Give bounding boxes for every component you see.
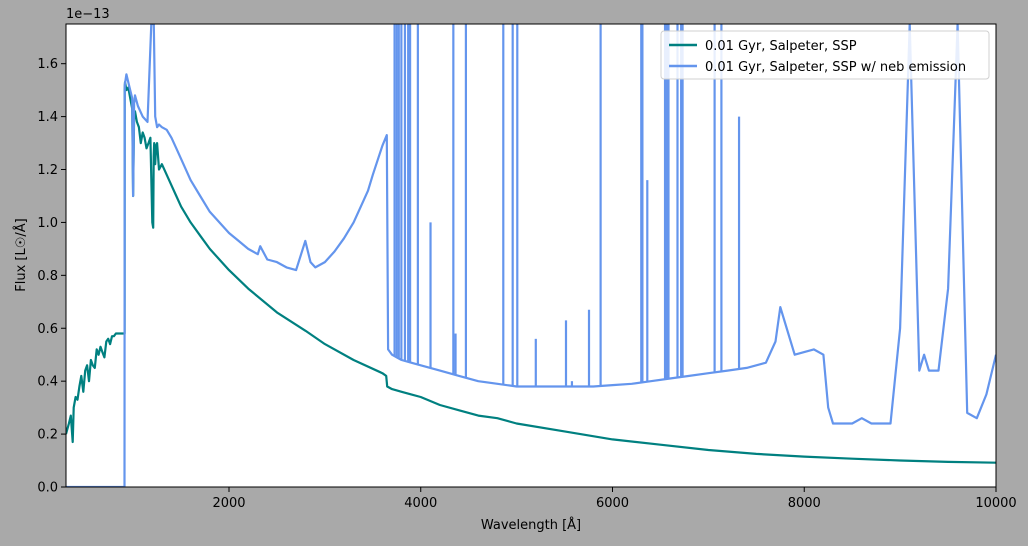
x-tick-label: 2000: [212, 496, 245, 511]
x-axis-label: Wavelength [Å]: [481, 517, 581, 533]
y-tick-label: 1.6: [37, 57, 58, 72]
legend-label-ssp-neb: 0.01 Gyr, Salpeter, SSP w/ neb emission: [705, 60, 966, 75]
x-tick-label: 4000: [404, 496, 437, 511]
x-tick-label: 10000: [975, 496, 1016, 511]
y-tick-label: 0.2: [37, 428, 58, 443]
y-tick-label: 1.0: [37, 216, 58, 231]
legend: 0.01 Gyr, Salpeter, SSP 0.01 Gyr, Salpet…: [660, 30, 990, 80]
series-line-0: [66, 81, 996, 464]
y-axis-ticks: 0.0 0.2 0.4 0.6 0.8 1.0 1.2 1.4 1.6: [37, 57, 66, 496]
legend-box: [660, 30, 990, 80]
y-tick-label: 0.8: [37, 269, 58, 284]
series-line-1: [66, 24, 996, 487]
x-tick-label: 6000: [596, 496, 629, 511]
series-layer: [66, 24, 996, 487]
y-tick-label: 0.6: [37, 322, 58, 337]
y-tick-label: 0.0: [37, 481, 58, 496]
y-offset-text: 1e−13: [66, 7, 110, 22]
plot-frame: [65, 23, 997, 488]
x-axis-ticks: 2000 4000 6000 8000 10000: [212, 487, 1017, 511]
y-axis-label: Flux [L☉/Å]: [13, 218, 29, 291]
y-tick-label: 1.2: [37, 163, 58, 178]
y-tick-label: 0.4: [37, 375, 58, 390]
y-tick-label: 1.4: [37, 110, 58, 125]
x-tick-label: 8000: [788, 496, 821, 511]
legend-label-ssp: 0.01 Gyr, Salpeter, SSP: [705, 39, 857, 54]
plot-area: [66, 24, 996, 487]
